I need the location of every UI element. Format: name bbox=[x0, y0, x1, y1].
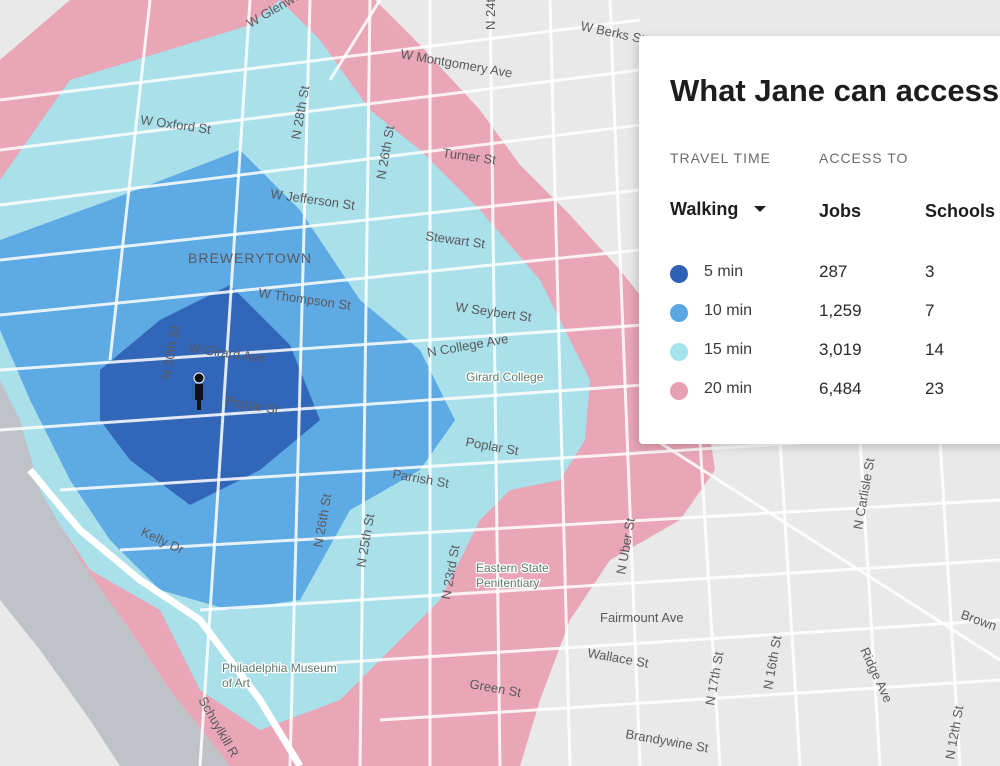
schools-count: 23 bbox=[925, 379, 944, 398]
street-label: Turner St bbox=[442, 145, 498, 167]
legend-label: 20 min bbox=[704, 380, 753, 397]
legend-row-10min: 10 min 1,259 7 bbox=[670, 297, 1000, 327]
kelly-drive bbox=[27, 467, 303, 766]
panel-title: What Jane can access bbox=[670, 73, 1000, 108]
poi-label: Eastern State Penitentiary bbox=[476, 561, 552, 590]
legend-row-15min: 15 min 3,019 14 bbox=[670, 336, 1000, 366]
schools-column-header: Schools bbox=[925, 201, 996, 221]
poi-label-line: Philadelphia Museum bbox=[222, 661, 337, 675]
schools-count: 7 bbox=[925, 301, 935, 320]
schools-count: 14 bbox=[925, 340, 944, 359]
poi-label: Philadelphia Museum of Art bbox=[222, 661, 340, 690]
poi-label-line: Penitentiary bbox=[476, 576, 539, 590]
legend-swatch bbox=[670, 382, 688, 400]
travel-mode-dropdown[interactable]: Walking bbox=[670, 199, 739, 219]
street-label: Fairmount Ave bbox=[600, 610, 684, 625]
legend-label: 5 min bbox=[704, 263, 744, 280]
isochrone-5min bbox=[100, 285, 320, 505]
poi-label: Girard College bbox=[466, 370, 544, 384]
travel-time-header: TRAVEL TIME bbox=[670, 150, 771, 166]
access-to-header: ACCESS TO bbox=[819, 150, 909, 166]
chevron-down-icon[interactable] bbox=[754, 206, 766, 212]
schuylkill-river bbox=[0, 380, 230, 766]
jobs-count: 6,484 bbox=[819, 379, 862, 398]
neighborhood-label: BREWERYTOWN bbox=[188, 250, 312, 266]
schools-count: 3 bbox=[925, 262, 935, 281]
jobs-count: 287 bbox=[819, 262, 848, 281]
person-marker[interactable] bbox=[193, 372, 205, 410]
person-head bbox=[193, 372, 205, 384]
poi-label-line: Eastern State bbox=[476, 561, 549, 575]
person-body bbox=[195, 384, 203, 410]
legend-label: 10 min bbox=[704, 302, 753, 319]
jobs-count: 1,259 bbox=[819, 301, 862, 320]
street-label: N 24th bbox=[483, 0, 498, 30]
legend-swatch bbox=[670, 343, 688, 361]
legend-swatch bbox=[670, 265, 688, 283]
access-panel: What Jane can access TRAVEL TIME ACCESS … bbox=[639, 36, 1000, 444]
jobs-count: 3,019 bbox=[819, 340, 862, 359]
jobs-column-header: Jobs bbox=[819, 201, 862, 221]
legend-row-5min: 5 min 287 3 bbox=[670, 258, 1000, 288]
legend-label: 15 min bbox=[704, 341, 753, 358]
legend-swatch bbox=[670, 304, 688, 322]
poi-label-line: of Art bbox=[222, 676, 251, 690]
legend-row-20min: 20 min 6,484 23 bbox=[670, 375, 1000, 405]
